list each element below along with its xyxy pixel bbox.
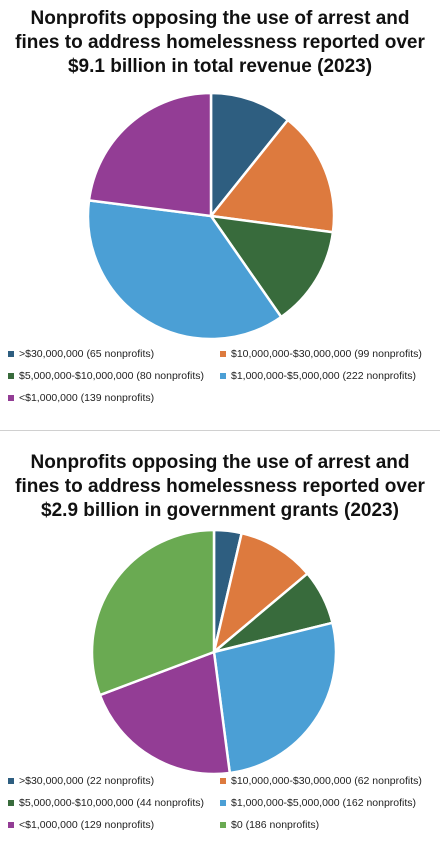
pie-slice	[90, 528, 216, 697]
legend-item: $0 (186 nonprofits)	[220, 818, 319, 832]
legend-item: $10,000,000-$30,000,000 (99 nonprofits)	[220, 347, 422, 361]
legend-swatch	[8, 822, 14, 828]
legend-swatch	[220, 778, 226, 784]
legend-item: $10,000,000-$30,000,000 (62 nonprofits)	[220, 774, 422, 788]
chart-title: Nonprofits opposing the use of arrest an…	[15, 452, 425, 521]
pie-slice	[87, 91, 213, 218]
legend-swatch	[220, 800, 226, 806]
legend-swatch	[8, 778, 14, 784]
legend-label: >$30,000,000 (65 nonprofits)	[19, 348, 155, 360]
pie-chart-grants	[90, 528, 338, 776]
legend-swatch	[8, 800, 14, 806]
pie-slice	[212, 531, 309, 654]
legend-label: $0 (186 nonprofits)	[231, 819, 320, 831]
legend-swatch	[220, 351, 226, 357]
pie-slice	[209, 214, 335, 319]
legend-item: $5,000,000-$10,000,000 (44 nonprofits)	[8, 796, 204, 810]
legend-label: $10,000,000-$30,000,000 (99 nonprofits)	[231, 348, 422, 360]
pie-slice	[86, 199, 283, 341]
pie-slice	[209, 91, 290, 218]
legend-label: >$30,000,000 (22 nonprofits)	[19, 775, 155, 787]
legend-label: $5,000,000-$10,000,000 (80 nonprofits)	[19, 370, 205, 382]
legend-item: >$30,000,000 (65 nonprofits)	[8, 347, 154, 361]
legend-item: >$30,000,000 (22 nonprofits)	[8, 774, 154, 788]
legend-item: <$1,000,000 (129 nonprofits)	[8, 818, 154, 832]
legend-swatch	[220, 822, 226, 828]
pie-slice	[212, 621, 338, 775]
legend-item: $1,000,000-$5,000,000 (222 nonprofits)	[220, 369, 416, 383]
legend-item: $5,000,000-$10,000,000 (80 nonprofits)	[8, 369, 204, 383]
legend-label: $10,000,000-$30,000,000 (62 nonprofits)	[231, 775, 422, 787]
legend-label: <$1,000,000 (139 nonprofits)	[19, 392, 155, 404]
legend-label: $5,000,000-$10,000,000 (44 nonprofits)	[19, 797, 205, 809]
pie-slice	[209, 118, 336, 234]
chart-panel-grants: Nonprofits opposing the use of arrest an…	[0, 434, 440, 858]
pie-chart-revenue	[86, 91, 336, 341]
chart-panel-revenue: Nonprofits opposing the use of arrest an…	[8, 8, 425, 405]
chart-title: Nonprofits opposing the use of arrest an…	[15, 8, 425, 77]
legend-swatch	[8, 351, 14, 357]
legend-item: <$1,000,000 (139 nonprofits)	[8, 391, 154, 405]
pie-slice	[98, 650, 232, 776]
legend-swatch	[8, 395, 14, 401]
legend-swatch	[8, 373, 14, 379]
legend-swatch	[220, 373, 226, 379]
legend-item: $1,000,000-$5,000,000 (162 nonprofits)	[220, 796, 416, 810]
legend-label: <$1,000,000 (129 nonprofits)	[19, 819, 155, 831]
panel-divider	[0, 430, 440, 431]
legend-label: $1,000,000-$5,000,000 (222 nonprofits)	[231, 370, 417, 382]
legend-label: $1,000,000-$5,000,000 (162 nonprofits)	[231, 797, 417, 809]
